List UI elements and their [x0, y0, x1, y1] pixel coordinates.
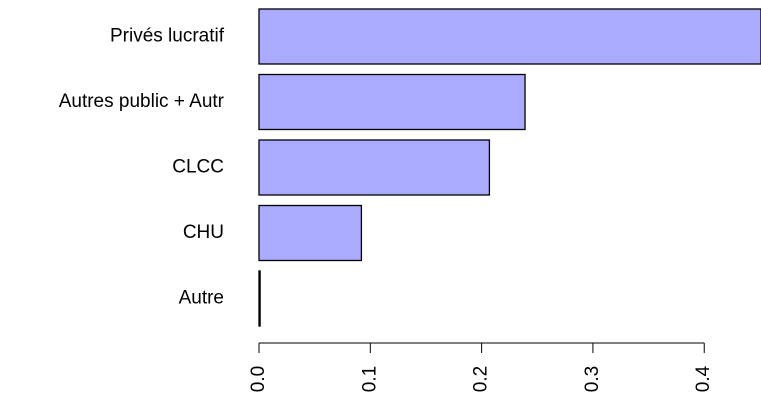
x-tick-label: 0.3 [582, 366, 603, 392]
x-tick-label: 0.2 [471, 366, 492, 392]
y-tick-label: CLCC [172, 157, 224, 178]
x-tick-label: 0.4 [693, 365, 714, 392]
x-tick-label: 0.1 [359, 366, 380, 392]
y-tick-label: Autre [179, 288, 224, 309]
bar [258, 73, 526, 131]
bar [258, 8, 761, 65]
x-tick-label: 0.0 [248, 366, 269, 392]
y-tick-label: Autres public + Autr [59, 91, 225, 112]
bar [258, 139, 491, 196]
y-tick-label: Privés lucratif [110, 26, 225, 47]
bar [258, 270, 261, 327]
bar [258, 204, 363, 262]
y-tick-label: CHU [183, 222, 224, 243]
